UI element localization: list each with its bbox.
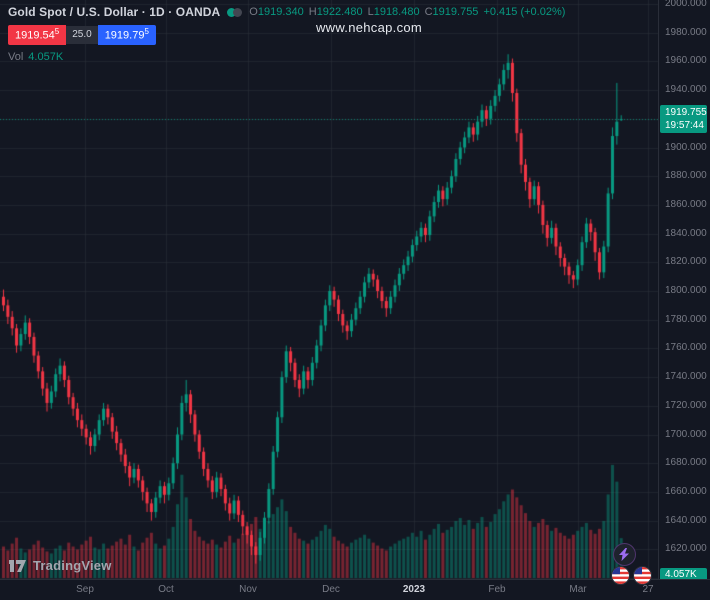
volume-readout: Vol 4.057K	[8, 51, 565, 63]
price-axis-label: 1900.000	[665, 141, 707, 153]
time-axis-label: Nov	[239, 584, 257, 595]
change-value: +0.415 (+0.02%)	[483, 6, 566, 18]
time-axis[interactable]: Sep Oct Nov Dec 2023 Feb Mar 27	[0, 579, 710, 600]
price-axis-label: 1980.000	[665, 26, 707, 38]
last-price-value: 1919.755	[665, 107, 707, 119]
flags-fab-group[interactable]	[611, 566, 652, 585]
price-axis-label: 1820.000	[665, 256, 707, 268]
lightning-icon	[619, 548, 629, 561]
tradingview-logo[interactable]: TradingView	[8, 558, 112, 573]
lightning-fab-button[interactable]	[613, 543, 636, 566]
time-axis-label: 27	[642, 584, 654, 595]
price-axis-label: 1740.000	[665, 371, 707, 383]
time-axis-label: Dec	[322, 584, 340, 595]
price-axis-label: 1780.000	[665, 313, 707, 325]
time-axis-label: Oct	[158, 584, 174, 595]
price-axis-label: 1860.000	[665, 198, 707, 210]
price-axis-label: 1940.000	[665, 84, 707, 96]
sell-button[interactable]: 1919.545	[8, 25, 67, 45]
open-value: 1919.340	[257, 6, 304, 18]
chart-legend: Gold Spot / U.S. Dollar · 1D · OANDA O19…	[8, 5, 565, 63]
price-axis-label: 1620.000	[665, 543, 707, 555]
flag-icon[interactable]	[633, 566, 652, 585]
ohlc-readout: O1919.340 H1922.480 L1918.480 C1919.755 …	[249, 6, 566, 18]
volume-label: Vol	[8, 50, 24, 63]
tradingview-logo-icon	[9, 559, 26, 572]
volume-axis-badge: 4.057K	[660, 568, 707, 582]
price-axis-label: 1660.000	[665, 485, 707, 497]
close-value: 1919.755	[432, 6, 479, 18]
price-axis-label: 1880.000	[665, 170, 707, 182]
bar-countdown: 19:57:44	[665, 120, 704, 132]
price-axis-label: 1760.000	[665, 342, 707, 354]
price-axis-label: 1720.000	[665, 399, 707, 411]
time-axis-label: 2023	[402, 584, 426, 595]
symbol-title[interactable]: Gold Spot / U.S. Dollar · 1D · OANDA	[8, 5, 221, 19]
price-axis-label: 1960.000	[665, 55, 707, 67]
low-value: 1918.480	[373, 6, 420, 18]
price-axis-label: 1840.000	[665, 227, 707, 239]
high-value: 1922.480	[316, 6, 363, 18]
visibility-toggle-icon[interactable]	[227, 7, 243, 17]
time-axis-label: Mar	[569, 584, 587, 595]
volume-value: 4.057K	[28, 50, 64, 63]
spread-value: 25.0	[66, 25, 98, 44]
price-axis-label: 1800.000	[665, 285, 707, 296]
buy-button[interactable]: 1919.795	[97, 25, 156, 45]
flag-icon[interactable]	[611, 566, 630, 585]
tradingview-logo-text: TradingView	[33, 558, 112, 573]
price-axis-label: 1700.000	[665, 428, 707, 440]
price-axis-label: 2000.000	[665, 0, 707, 9]
last-price-badge: 1919.755 19:57:44	[660, 105, 707, 134]
price-axis-label: 1640.000	[665, 514, 707, 526]
price-axis[interactable]: 1919.755 19:57:44 4.057K 2000.000 1980.00…	[658, 0, 710, 583]
time-axis-label: Sep	[76, 584, 94, 595]
price-axis-label: 1680.000	[665, 457, 707, 469]
time-axis-label: Feb	[488, 584, 506, 595]
